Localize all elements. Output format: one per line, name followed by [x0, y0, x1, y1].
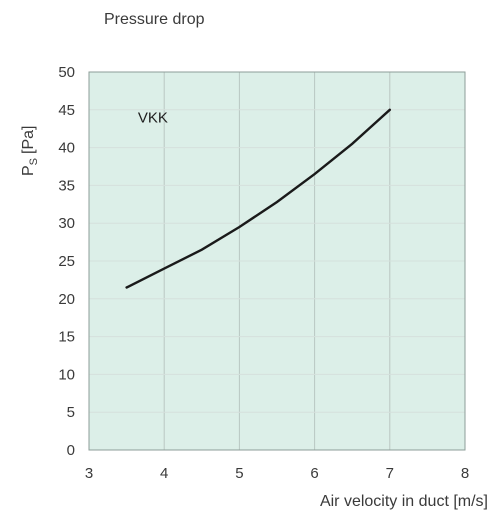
y-tick-label: 15: [58, 329, 75, 346]
plot-frame: [88, 71, 466, 451]
y-tick-label: 0: [67, 442, 75, 459]
x-axis-label: Air velocity in duct [m/s]: [320, 493, 488, 510]
y-axis-label-symbol: P: [20, 165, 37, 176]
y-axis-label-subscript: S: [28, 158, 40, 165]
series-layer: VKK: [125, 108, 391, 289]
chart-title: Pressure drop: [104, 11, 205, 28]
y-tick-label: 45: [58, 102, 75, 119]
series-label-vkk: VKK: [138, 109, 168, 126]
y-tick-label: 30: [58, 215, 75, 232]
x-tick-label: 5: [235, 465, 243, 482]
grid: [88, 71, 466, 451]
x-tick-label: 8: [461, 465, 469, 482]
series-line-vkk: [125, 108, 391, 289]
y-tick-label: 20: [58, 291, 75, 308]
y-tick-label: 35: [58, 177, 75, 194]
x-tick-label: 7: [386, 465, 394, 482]
y-tick-label: 25: [58, 253, 75, 270]
x-tick-label: 3: [85, 465, 93, 482]
y-axis-ticks: 0 5 10 15 20 25 30 35 40 45 50: [58, 64, 75, 459]
y-axis-label: PS [Pa]: [20, 126, 40, 176]
y-tick-label: 10: [58, 366, 75, 383]
x-axis-ticks: 3 4 5 6 7 8: [85, 465, 469, 482]
y-tick-label: 40: [58, 140, 75, 157]
y-tick-label: 5: [67, 404, 75, 421]
y-tick-label: 50: [58, 64, 75, 81]
x-tick-label: 6: [310, 465, 318, 482]
y-axis-label-unit: [Pa]: [20, 126, 37, 154]
x-tick-label: 4: [160, 465, 168, 482]
